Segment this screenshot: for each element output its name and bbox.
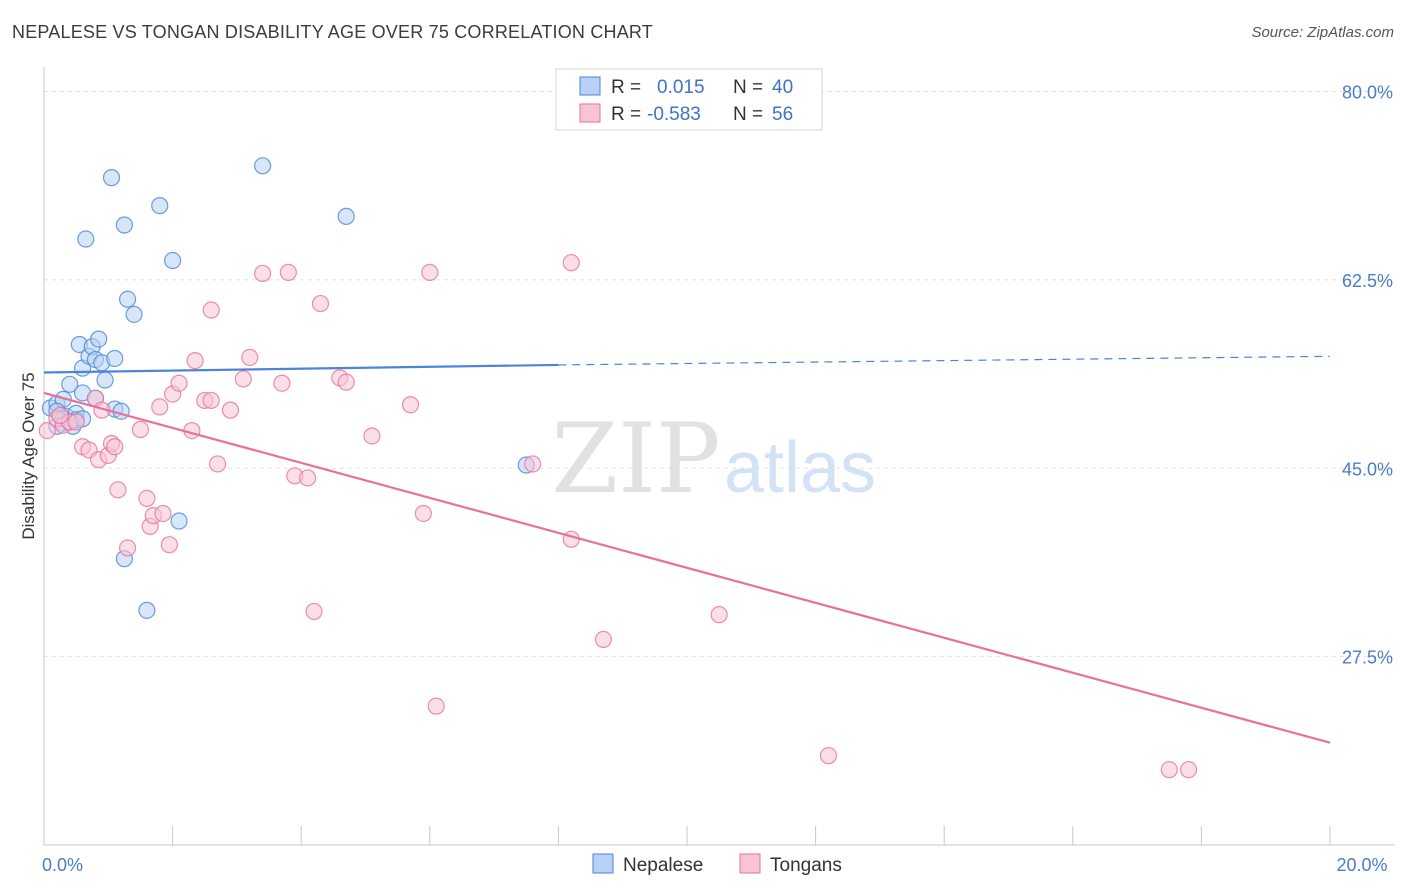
bottom-legend: Nepalese Tongans: [592, 853, 842, 876]
tongans-point: [819, 747, 838, 765]
legend-tongans-n-value: 56: [772, 104, 793, 125]
source-credit: Source: ZipAtlas.com: [1251, 24, 1394, 41]
nepalese-trend-line: [43, 363, 559, 374]
bottom-legend-tongans: Tongans: [770, 855, 842, 876]
legend-tongans-n-label: N =: [733, 104, 763, 125]
tongans-point: [524, 455, 542, 473]
bottom-legend-swatch-nepalese: [592, 853, 614, 874]
nepalese-point: [337, 207, 355, 225]
tongans-point: [414, 504, 432, 523]
x-tick-label: 0.0%: [42, 855, 83, 875]
tongans-trend-line: [43, 391, 1331, 744]
watermark-zip: ZIP: [551, 403, 720, 515]
nepalese-point: [90, 330, 108, 348]
tongans-point: [234, 370, 252, 388]
tongans-point: [170, 374, 188, 392]
y-axis-title: Disability Age Over 75: [19, 372, 38, 539]
tongans-point: [67, 413, 85, 431]
nepalese-point: [170, 512, 188, 530]
y-tick-label: 80.0%: [1342, 83, 1393, 103]
tongans-point: [160, 536, 178, 554]
tongans-point: [209, 455, 227, 473]
tongans-point: [106, 438, 124, 456]
nepalese-point: [118, 290, 137, 308]
tongans-point: [241, 348, 259, 366]
bottom-legend-nepalese: Nepalese: [623, 855, 703, 876]
bottom-legend-swatch-tongans: [739, 853, 761, 874]
y-tick-label: 62.5%: [1342, 271, 1393, 291]
tongans-points: [38, 254, 1198, 779]
trend-lines: [43, 355, 1331, 744]
tongans-point: [273, 374, 291, 392]
tongans-point: [1179, 761, 1198, 779]
nepalese-point: [151, 197, 169, 215]
tongans-point: [279, 263, 297, 281]
nepalese-trend-extension: [558, 355, 1331, 366]
legend-nepalese-n-label: N =: [733, 77, 763, 98]
tongans-point: [38, 421, 56, 440]
tongans-point: [131, 420, 150, 439]
watermark-atlas: atlas: [724, 428, 876, 508]
tongans-point: [311, 294, 330, 313]
nepalese-point: [254, 157, 272, 175]
tongans-point: [305, 602, 323, 621]
y-tick-label: 45.0%: [1342, 459, 1393, 479]
chart-title: NEPALESE VS TONGAN DISABILITY AGE OVER 7…: [12, 22, 653, 42]
legend-nepalese-n-value: 40: [772, 77, 793, 98]
legend-nepalese-r-label: R =: [611, 77, 641, 98]
tongans-point: [363, 427, 381, 445]
tongans-point: [1160, 761, 1178, 779]
legend-swatch-tongans: [579, 103, 601, 123]
tongans-point: [138, 489, 156, 508]
legend-tongans-r-value: -0.583: [647, 104, 701, 125]
nepalese-point: [77, 230, 95, 248]
tongans-point: [401, 396, 420, 414]
tongans-point: [594, 630, 613, 649]
nepalese-point: [125, 305, 143, 323]
tongans-point: [109, 481, 127, 499]
tongans-point: [337, 373, 355, 391]
tongans-point: [154, 504, 172, 523]
nepalese-point: [112, 402, 130, 420]
tongans-point: [299, 469, 317, 487]
tongans-point: [51, 406, 69, 425]
tongans-point: [118, 539, 137, 557]
axes: [43, 67, 1395, 846]
tongans-point: [710, 606, 728, 624]
nepalese-point: [164, 251, 182, 270]
tongans-point: [427, 697, 445, 715]
tongans-point: [221, 401, 240, 419]
nepalese-point: [96, 371, 114, 389]
legend-nepalese-r-value: 0.015: [657, 77, 705, 98]
tongans-point: [202, 391, 220, 410]
legend-swatch-nepalese: [579, 76, 601, 96]
legend-tongans-r-label: R =: [611, 104, 641, 125]
tick-labels: 80.0% 62.5% 45.0% 27.5% 0.0% 20.0%: [42, 83, 1393, 875]
y-tick-label: 27.5%: [1342, 648, 1393, 668]
tongans-point: [562, 254, 580, 272]
x-tick-label: 20.0%: [1336, 855, 1387, 875]
tongans-point: [151, 398, 169, 416]
tongans-point: [186, 352, 204, 370]
tongans-point: [202, 301, 220, 319]
nepalese-point: [106, 349, 124, 368]
nepalese-point: [138, 601, 156, 619]
nepalese-point: [61, 375, 79, 393]
nepalese-point: [102, 169, 121, 187]
tongans-point: [254, 264, 272, 283]
legend: R = 0.015 N = 40 R = -0.583 N = 56: [555, 68, 823, 131]
tongans-point: [421, 263, 439, 281]
watermark: ZIP atlas: [551, 403, 876, 515]
nepalese-point: [115, 216, 133, 234]
